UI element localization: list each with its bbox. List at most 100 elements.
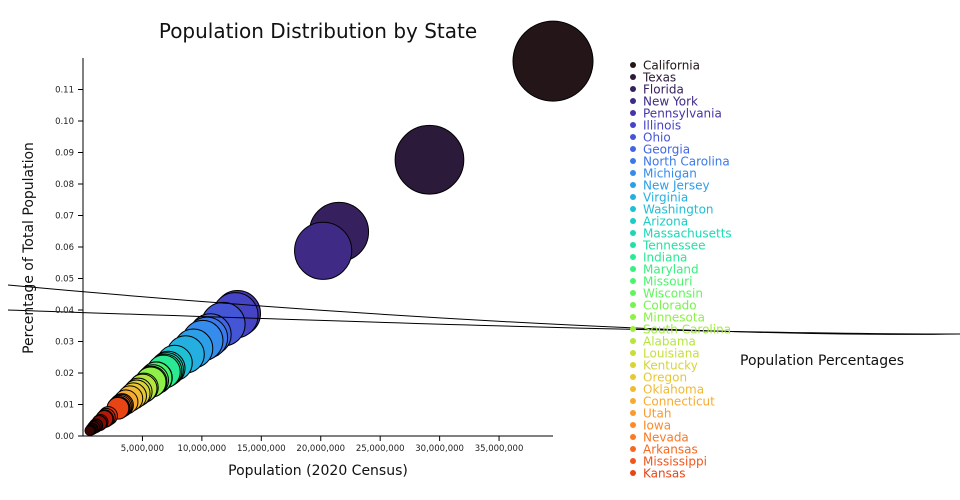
legend-marker xyxy=(630,74,636,80)
y-tick: 0.06 xyxy=(55,243,83,253)
x-tick-label: 5,000,000 xyxy=(121,444,164,454)
bubble-point[interactable] xyxy=(84,425,96,436)
legend-label: Illinois xyxy=(643,119,681,133)
y-tick: 0.04 xyxy=(55,306,83,316)
legend-label: Massachusetts xyxy=(643,227,732,241)
legend-marker xyxy=(630,218,636,224)
legend-label: Georgia xyxy=(643,143,690,157)
legend-label: Missouri xyxy=(643,275,692,289)
legend-item[interactable]: Georgia xyxy=(630,143,690,157)
y-axis-label: Percentage of Total Population xyxy=(21,142,37,354)
legend-item[interactable]: Virginia xyxy=(630,191,688,205)
legend-label: Alabama xyxy=(643,335,696,349)
legend-marker xyxy=(630,62,636,68)
legend-marker xyxy=(630,242,636,248)
legend-item[interactable]: Iowa xyxy=(630,419,671,433)
y-tick: 0.07 xyxy=(55,212,83,222)
bubble-point[interactable] xyxy=(294,221,353,280)
legend-item[interactable]: Michigan xyxy=(630,167,697,181)
x-axis: 5,000,000 10,000,000 15,000,000 20,000,000 2… xyxy=(83,435,553,454)
legend-item[interactable]: Alabama xyxy=(630,335,696,349)
legend-item[interactable]: Utah xyxy=(630,407,671,421)
y-tick-label: 0.07 xyxy=(55,212,74,222)
y-tick-label: 0.00 xyxy=(55,432,74,442)
legend-marker xyxy=(630,158,636,164)
legend-item[interactable]: Texas xyxy=(630,71,676,85)
legend-item[interactable]: Pennsylvania xyxy=(630,107,722,121)
legend-item[interactable]: Minnesota xyxy=(630,311,705,325)
y-tick: 0.05 xyxy=(55,275,83,285)
legend-item[interactable]: Oklahoma xyxy=(630,383,704,397)
legend-marker xyxy=(630,182,636,188)
legend-item[interactable]: Arkansas xyxy=(630,443,698,457)
legend-item[interactable]: Wisconsin xyxy=(630,287,703,301)
y-tick: 0.01 xyxy=(55,401,83,411)
legend-item[interactable]: Ohio xyxy=(630,131,671,145)
legend-item[interactable]: Nevada xyxy=(630,431,689,445)
legend-item[interactable]: Connecticut xyxy=(630,395,715,409)
y-tick: 0.11 xyxy=(55,86,83,96)
legend-label: Virginia xyxy=(643,191,688,205)
legend-marker xyxy=(630,314,636,320)
legend-marker xyxy=(630,326,636,332)
legend-item[interactable]: South Carolina xyxy=(630,323,731,337)
legend-item[interactable]: Arizona xyxy=(630,215,688,229)
legend-marker xyxy=(630,458,636,464)
x-tick-label: 15,000,000 xyxy=(237,444,286,454)
legend-marker xyxy=(630,134,636,140)
legend-label: Nevada xyxy=(643,431,689,445)
legend-item[interactable]: New Jersey xyxy=(630,179,710,193)
legend-item[interactable]: California xyxy=(630,59,700,73)
legend-item[interactable]: Illinois xyxy=(630,119,681,133)
legend-item[interactable]: Maryland xyxy=(630,263,699,277)
y-tick-label: 0.06 xyxy=(55,243,74,253)
legend-label: California xyxy=(643,59,700,73)
x-tick: 25,000,000 xyxy=(356,436,405,454)
legend-item[interactable]: North Carolina xyxy=(630,155,730,169)
legend-marker xyxy=(630,266,636,272)
y-tick-label: 0.09 xyxy=(55,149,74,159)
legend-item[interactable]: New York xyxy=(630,95,698,109)
legend-marker xyxy=(630,86,636,92)
legend-label: Pennsylvania xyxy=(643,107,722,121)
legend-label: South Carolina xyxy=(643,323,731,337)
legend-item[interactable]: Washington xyxy=(630,203,714,217)
y-tick-label: 0.01 xyxy=(55,401,74,411)
legend-label: Utah xyxy=(643,407,671,421)
legend-item[interactable]: Indiana xyxy=(630,251,687,265)
x-tick: 20,000,000 xyxy=(296,436,345,454)
legend-label: Connecticut xyxy=(643,395,715,409)
legend-marker xyxy=(630,206,636,212)
y-tick: 0.10 xyxy=(55,117,83,127)
legend-label: New York xyxy=(643,95,698,109)
x-axis-label: Population (2020 Census) xyxy=(228,463,408,479)
legend-label: Washington xyxy=(643,203,714,217)
legend-item[interactable]: Kentucky xyxy=(630,359,698,373)
legend-item[interactable]: Kansas xyxy=(630,467,685,481)
legend-label: Michigan xyxy=(643,167,697,181)
legend-label: Indiana xyxy=(643,251,687,265)
legend-label: Texas xyxy=(642,71,676,85)
legend-item[interactable]: Colorado xyxy=(630,299,697,313)
legend-item[interactable]: Mississippi xyxy=(630,455,707,469)
legend-label: Arizona xyxy=(643,215,688,229)
legend-item[interactable]: Oregon xyxy=(630,371,687,385)
legend-marker xyxy=(630,446,636,452)
legend-marker xyxy=(630,194,636,200)
bubble-point[interactable] xyxy=(394,124,465,195)
x-tick-label: 35,000,000 xyxy=(475,444,524,454)
legend-marker xyxy=(630,170,636,176)
legend-marker xyxy=(630,470,636,476)
legend-item[interactable]: Missouri xyxy=(630,275,692,289)
x-tick-label: 30,000,000 xyxy=(415,444,464,454)
legend-marker xyxy=(630,254,636,260)
bubble-point[interactable] xyxy=(512,20,594,102)
legend-item[interactable]: Tennessee xyxy=(630,239,706,253)
legend-marker xyxy=(630,362,636,368)
legend-item[interactable]: Massachusetts xyxy=(630,227,732,241)
legend-item[interactable]: Florida xyxy=(630,83,684,97)
legend-item[interactable]: Louisiana xyxy=(630,347,700,361)
legend-label: Oklahoma xyxy=(643,383,704,397)
legend-label: Ohio xyxy=(643,131,671,145)
